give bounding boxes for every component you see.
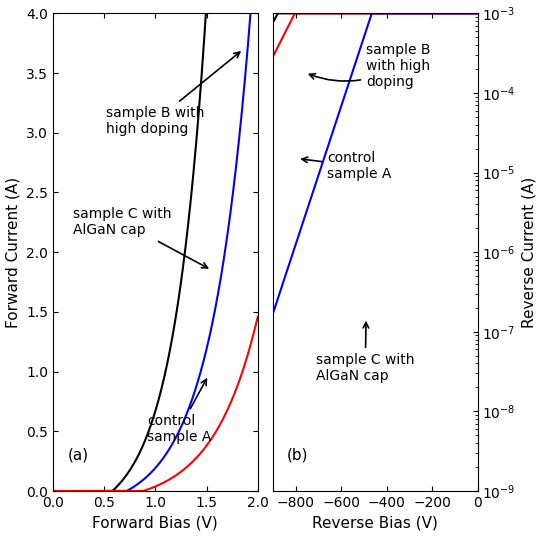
Text: sample C with
AlGaN cap: sample C with AlGaN cap [74, 207, 208, 268]
X-axis label: Forward Bias (V): Forward Bias (V) [93, 516, 218, 531]
Text: (a): (a) [67, 448, 88, 463]
Text: sample B with
high doping: sample B with high doping [106, 52, 240, 136]
Text: sample B
with high
doping: sample B with high doping [309, 42, 430, 89]
Text: sample C with
AlGaN cap: sample C with AlGaN cap [316, 323, 415, 383]
Y-axis label: Forward Current (A): Forward Current (A) [5, 177, 21, 327]
X-axis label: Reverse Bias (V): Reverse Bias (V) [312, 516, 438, 531]
Text: control
sample A: control sample A [302, 151, 392, 181]
Text: (b): (b) [287, 448, 308, 463]
Text: control
sample A: control sample A [147, 379, 211, 444]
Y-axis label: Reverse Current (A): Reverse Current (A) [521, 176, 537, 328]
